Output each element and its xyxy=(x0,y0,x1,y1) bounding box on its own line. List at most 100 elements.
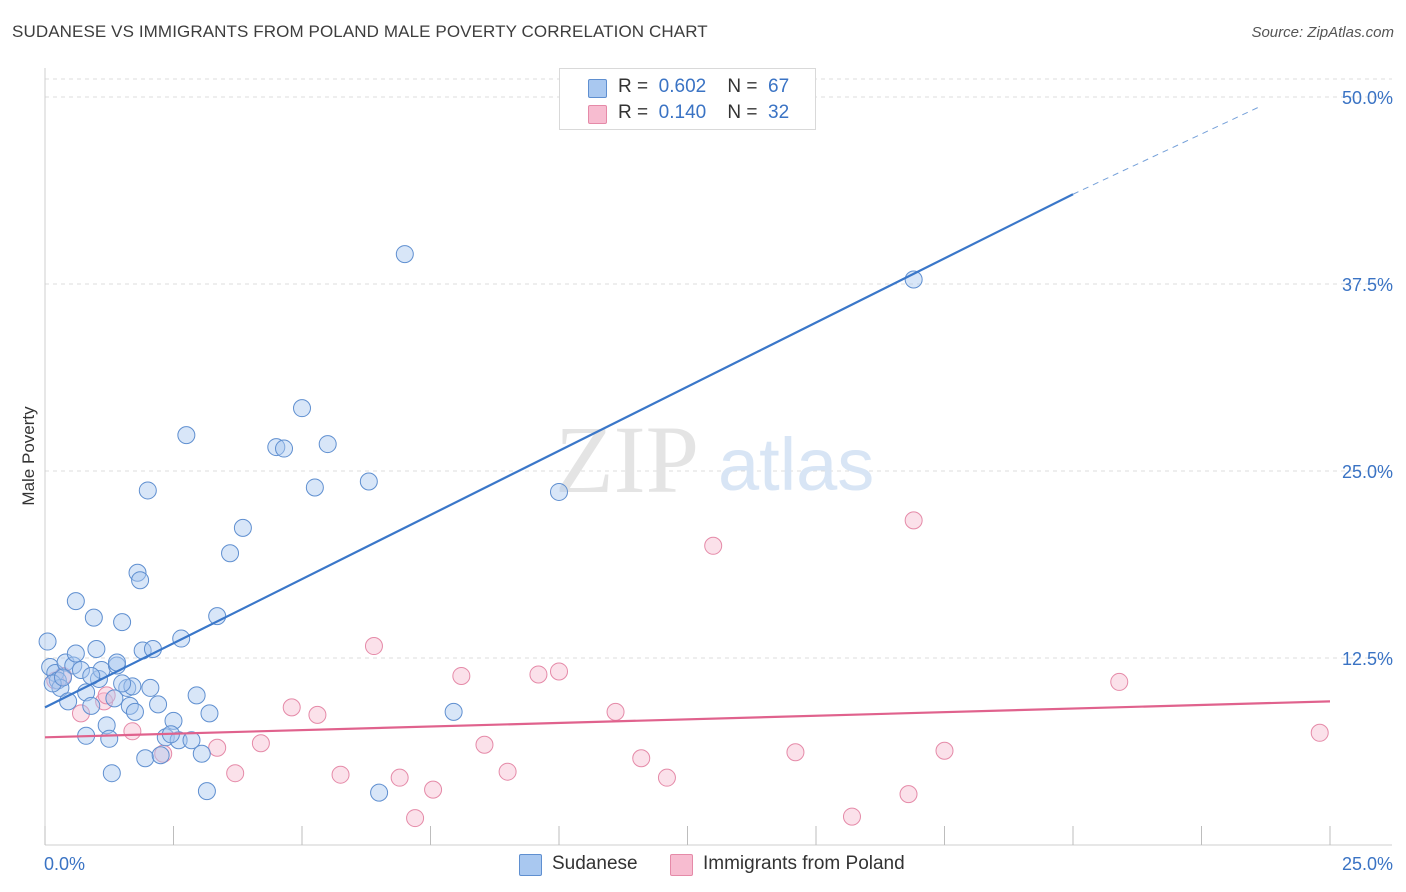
data-point-sudanese xyxy=(71,660,90,679)
data-point-poland xyxy=(1110,672,1129,691)
data-point-poland xyxy=(1310,723,1329,742)
data-point-sudanese xyxy=(267,438,286,457)
legend-label-sudanese: Sudanese xyxy=(552,853,638,874)
data-point-sudanese xyxy=(82,696,101,715)
series-poland-points xyxy=(46,511,1329,828)
data-point-sudanese xyxy=(113,613,132,632)
data-point-sudanese xyxy=(233,518,252,537)
data-point-poland xyxy=(251,734,270,753)
legend-n-value-poland: 32 xyxy=(768,102,790,123)
watermark-zip: ZIP xyxy=(555,406,699,513)
data-point-sudanese xyxy=(275,439,294,458)
y-tick-label: 25.0% xyxy=(1342,462,1393,482)
watermark-atlas: atlas xyxy=(718,423,874,506)
data-point-sudanese xyxy=(293,399,311,418)
data-point-sudanese xyxy=(38,632,57,651)
data-point-sudanese xyxy=(123,677,142,696)
legend-swatch-sudanese xyxy=(519,854,542,876)
data-point-poland xyxy=(282,698,301,717)
data-point-sudanese xyxy=(43,674,62,693)
legend-n-label: N = xyxy=(727,76,758,97)
legend-swatch-poland xyxy=(588,105,607,124)
data-point-sudanese xyxy=(182,731,201,750)
data-point-sudanese xyxy=(149,695,168,714)
data-point-sudanese xyxy=(444,702,463,721)
data-point-sudanese xyxy=(128,563,147,582)
trend-line-sudanese-extension xyxy=(1072,107,1259,195)
y-tick-label: 12.5% xyxy=(1342,649,1393,669)
data-point-poland xyxy=(842,807,861,826)
y-axis-label: Male Poverty xyxy=(19,406,38,506)
trend-lines xyxy=(44,107,1331,739)
correlation-legend: R = 0.602 N = 67 R = 0.140 N = 32 xyxy=(559,68,816,130)
data-point-sudanese xyxy=(84,608,103,627)
data-point-poland xyxy=(899,785,918,804)
tick-labels: 12.5% 25.0% 37.5% 50.0% 0.0% 25.0% xyxy=(44,88,1393,874)
data-point-sudanese xyxy=(200,704,219,723)
data-point-sudanese xyxy=(197,782,216,801)
zipatlas-watermark: ZIP atlas xyxy=(555,406,874,513)
data-point-sudanese xyxy=(97,716,116,735)
data-point-sudanese xyxy=(164,711,183,730)
data-point-poland xyxy=(475,735,494,754)
data-point-sudanese xyxy=(120,696,139,715)
data-point-poland xyxy=(390,768,409,787)
data-point-sudanese xyxy=(100,729,119,748)
data-point-poland xyxy=(786,743,805,762)
data-point-sudanese xyxy=(143,640,162,659)
data-point-poland xyxy=(935,741,954,760)
legend-r-label: R = xyxy=(618,102,649,123)
axes xyxy=(44,68,1392,846)
data-point-poland xyxy=(550,662,568,681)
data-point-sudanese xyxy=(187,686,206,705)
data-point-poland xyxy=(452,666,471,685)
data-point-sudanese xyxy=(395,245,414,264)
data-point-sudanese xyxy=(141,678,160,697)
data-point-sudanese xyxy=(359,472,378,491)
data-point-poland xyxy=(208,738,227,757)
data-point-sudanese xyxy=(48,671,67,690)
data-point-sudanese xyxy=(66,592,85,611)
legend-r-value-poland: 0.140 xyxy=(658,102,707,123)
data-point-poland xyxy=(226,764,245,783)
data-point-sudanese xyxy=(370,783,389,802)
data-point-poland xyxy=(71,704,90,723)
y-tick-label: 37.5% xyxy=(1342,275,1393,295)
legend-n-value-sudanese: 67 xyxy=(768,76,790,97)
series-legend: Sudanese Immigrants from Poland xyxy=(0,852,1406,878)
data-point-sudanese xyxy=(177,426,196,445)
x-tick-label-min: 0.0% xyxy=(44,854,85,874)
data-point-sudanese xyxy=(102,764,121,783)
data-point-poland xyxy=(308,705,327,724)
trend-line-sudanese xyxy=(44,193,1074,709)
grid-lines xyxy=(45,78,1392,659)
x-tick-label-max: 25.0% xyxy=(1342,854,1393,874)
data-point-poland xyxy=(406,809,425,828)
data-point-sudanese xyxy=(87,640,106,659)
trend-line-poland xyxy=(44,700,1331,739)
data-point-poland xyxy=(424,780,443,799)
data-point-sudanese xyxy=(125,702,144,721)
legend-r-value-sudanese: 0.602 xyxy=(658,76,707,97)
data-point-sudanese xyxy=(131,571,150,590)
source-label: Source: ZipAtlas.com xyxy=(1251,24,1394,41)
data-point-poland xyxy=(904,511,923,530)
data-point-poland xyxy=(657,768,676,787)
legend-swatch-sudanese xyxy=(588,79,607,98)
data-point-sudanese xyxy=(66,644,85,663)
data-point-poland xyxy=(632,749,651,768)
data-point-poland xyxy=(331,765,350,784)
data-point-sudanese xyxy=(318,435,337,454)
data-point-poland xyxy=(123,722,142,741)
chart-title: SUDANESE VS IMMIGRANTS FROM POLAND MALE … xyxy=(12,22,708,41)
data-point-sudanese xyxy=(550,482,568,501)
data-point-sudanese xyxy=(105,689,124,708)
data-point-poland xyxy=(606,702,625,721)
data-point-sudanese xyxy=(151,746,170,765)
data-point-sudanese xyxy=(221,544,240,563)
y-tick-label: 50.0% xyxy=(1342,88,1393,108)
legend-label-poland: Immigrants from Poland xyxy=(703,853,905,874)
legend-swatch-poland xyxy=(670,854,693,876)
data-point-poland xyxy=(498,762,517,781)
